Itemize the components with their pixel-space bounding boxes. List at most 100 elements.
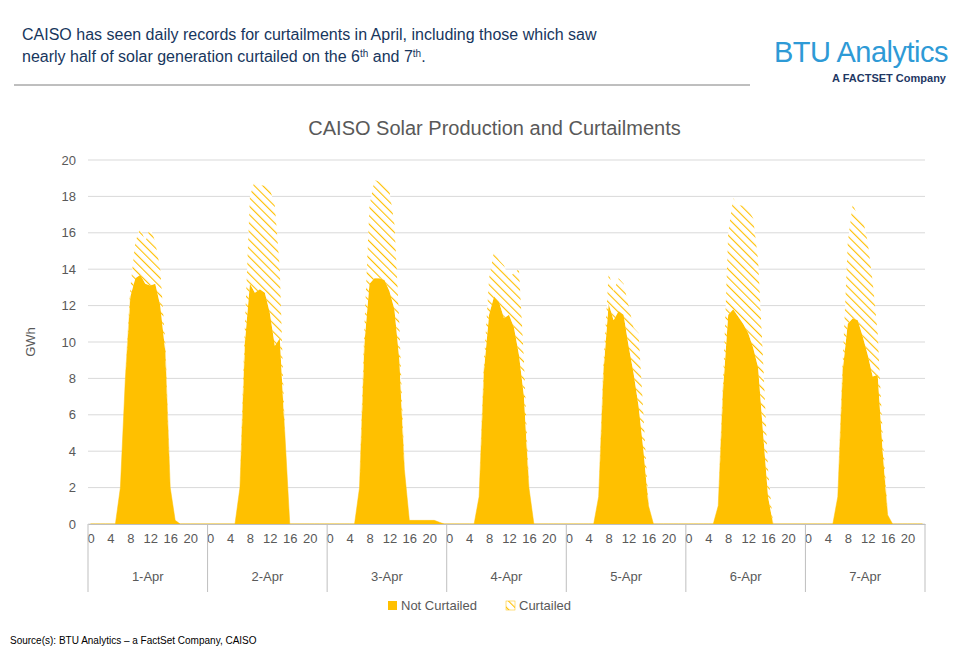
x-tick: 16 <box>642 524 656 546</box>
x-tick: 4 <box>107 524 114 546</box>
x-tick: 12 <box>741 524 755 546</box>
x-tick: 12 <box>263 524 277 546</box>
x-axis-line <box>89 524 926 525</box>
areas <box>90 180 922 524</box>
grid <box>88 160 925 524</box>
y-tick-label: 6 <box>69 407 76 422</box>
y-tick: 14 <box>62 262 88 277</box>
x-tick-label: 16 <box>283 531 297 546</box>
x-tick: 8 <box>725 524 732 546</box>
x-tick: 4 <box>466 524 473 546</box>
x-tick: 16 <box>881 524 895 546</box>
x-tick: 4 <box>825 524 832 546</box>
x-tick: 12 <box>144 524 158 546</box>
grid-line <box>88 160 925 161</box>
legend-swatch <box>388 601 397 610</box>
x-tick-label: 4 <box>466 531 473 546</box>
x-tick-label: 12 <box>144 531 158 546</box>
y-tick: 16 <box>62 225 88 240</box>
y-tick: 8 <box>69 371 88 386</box>
x-tick-label: 4 <box>825 531 832 546</box>
x-tick: 20 <box>423 524 437 546</box>
y-tick-label: 16 <box>62 225 76 240</box>
grid-line <box>88 196 925 197</box>
x-tick-label: 8 <box>606 531 613 546</box>
x-tick-label: 8 <box>127 531 134 546</box>
y-tick-label: 2 <box>69 480 76 495</box>
y-tick: 0 <box>69 517 88 532</box>
y-tick: 6 <box>69 407 88 422</box>
x-tick: 16 <box>761 524 775 546</box>
y-tick-label: 12 <box>62 298 76 313</box>
group-separator <box>566 524 567 592</box>
x-tick: 16 <box>283 524 297 546</box>
x-tick: 16 <box>522 524 536 546</box>
group-label: 2-Apr <box>251 569 283 584</box>
x-tick-label: 8 <box>725 531 732 546</box>
group-separator <box>446 524 447 592</box>
x-tick-label: 12 <box>502 531 516 546</box>
source-note: Source(s): BTU Analytics – a FactSet Com… <box>10 635 257 646</box>
y-tick: 10 <box>62 335 88 350</box>
x-tick-label: 4 <box>705 531 712 546</box>
x-tick: 12 <box>622 524 636 546</box>
x-axis: 0481216200481216200481216200481216200481… <box>87 524 925 546</box>
group-separator <box>805 524 806 592</box>
x-tick-label: 8 <box>486 531 493 546</box>
x-tick-label: 8 <box>366 531 373 546</box>
x-tick: 16 <box>403 524 417 546</box>
area-1 <box>90 180 922 524</box>
group-label: 4-Apr <box>491 569 523 584</box>
x-tick-label: 12 <box>622 531 636 546</box>
x-tick-label: 16 <box>403 531 417 546</box>
legend: Not CurtailedCurtailed <box>388 598 571 613</box>
x-tick-label: 4 <box>346 531 353 546</box>
group-separator <box>685 524 686 592</box>
x-tick: 20 <box>781 524 795 546</box>
x-tick-label: 8 <box>845 531 852 546</box>
x-tick: 8 <box>486 524 493 546</box>
x-tick: 12 <box>383 524 397 546</box>
x-tick: 8 <box>247 524 254 546</box>
x-tick-label: 16 <box>163 531 177 546</box>
x-tick: 12 <box>502 524 516 546</box>
x-tick: 16 <box>163 524 177 546</box>
x-tick: 4 <box>705 524 712 546</box>
x-tick: 4 <box>346 524 353 546</box>
legend-swatch <box>506 601 515 610</box>
x-tick-label: 20 <box>781 531 795 546</box>
grid-line <box>88 269 925 270</box>
header-text: CAISO has seen daily records for curtail… <box>22 26 597 43</box>
y-tick: 2 <box>69 480 88 495</box>
x-tick-label: 20 <box>183 531 197 546</box>
group-label: 7-Apr <box>849 569 881 584</box>
legend-label: Not Curtailed <box>401 598 477 613</box>
x-tick-label: 4 <box>586 531 593 546</box>
y-axis-title: GWh <box>23 327 38 357</box>
x-tick: 8 <box>127 524 134 546</box>
grid-line <box>88 232 925 233</box>
x-tick-label: 12 <box>263 531 277 546</box>
x-tick-label: 20 <box>542 531 556 546</box>
chart-title: CAISO Solar Production and Curtailments <box>308 117 680 139</box>
x-tick: 8 <box>606 524 613 546</box>
group-label: 3-Apr <box>371 569 403 584</box>
x-tick-label: 20 <box>303 531 317 546</box>
x-tick-label: 12 <box>383 531 397 546</box>
group-separator <box>207 524 208 592</box>
y-tick-label: 14 <box>62 262 76 277</box>
x-tick-label: 4 <box>227 531 234 546</box>
x-tick-label: 12 <box>861 531 875 546</box>
y-tick-label: 8 <box>69 371 76 386</box>
y-tick-label: 4 <box>69 444 76 459</box>
x-tick-label: 20 <box>423 531 437 546</box>
group-separator <box>88 524 89 592</box>
x-groups: 1-Apr2-Apr3-Apr4-Apr5-Apr6-Apr7-Apr <box>88 524 925 592</box>
y-tick: 20 <box>62 153 88 168</box>
x-tick: 20 <box>901 524 915 546</box>
y-tick: 18 <box>62 189 88 204</box>
x-tick: 8 <box>845 524 852 546</box>
x-tick: 20 <box>542 524 556 546</box>
x-tick: 20 <box>303 524 317 546</box>
x-tick-label: 20 <box>901 531 915 546</box>
